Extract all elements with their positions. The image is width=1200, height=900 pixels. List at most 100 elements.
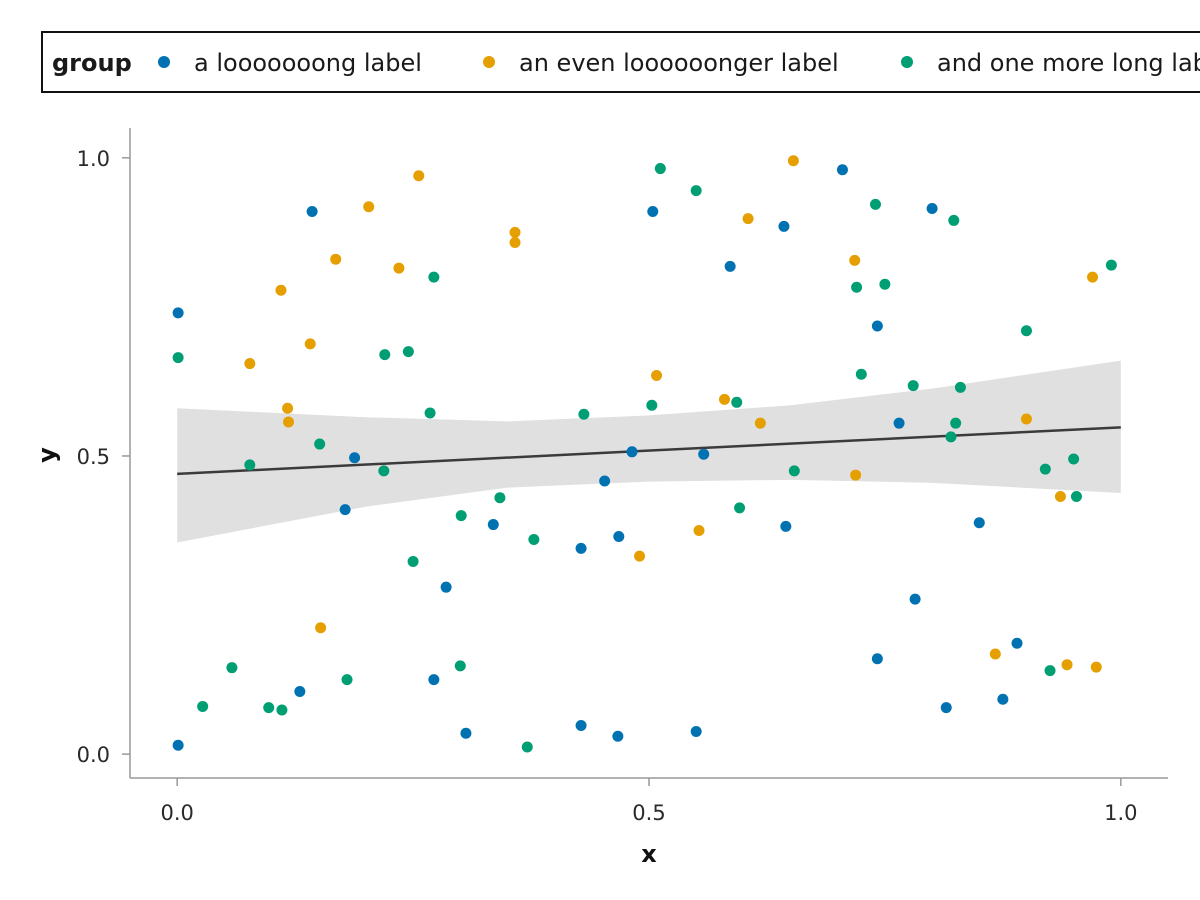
data-point [690, 185, 702, 197]
data-point [851, 281, 863, 293]
data-point [304, 338, 316, 350]
data-point [521, 741, 533, 753]
data-point [647, 205, 659, 217]
data-point [734, 502, 746, 514]
data-point [197, 700, 209, 712]
data-point [948, 214, 960, 226]
data-point [634, 550, 646, 562]
data-point [850, 469, 862, 481]
series-3 [172, 163, 1117, 753]
data-point [393, 262, 405, 274]
data-point [1068, 453, 1080, 465]
data-point [698, 448, 710, 460]
data-point [731, 396, 743, 408]
y-tick-label: 0.5 [77, 445, 110, 469]
data-point [1044, 665, 1056, 677]
data-point [349, 452, 361, 464]
data-point [973, 517, 985, 529]
data-point [907, 380, 919, 392]
data-point [718, 393, 730, 405]
data-point [424, 407, 436, 419]
data-point [613, 530, 625, 542]
data-point [244, 459, 256, 471]
data-point [654, 163, 666, 175]
data-point [690, 725, 702, 737]
data-point [1039, 463, 1051, 475]
data-point [455, 510, 467, 522]
data-point [1105, 259, 1117, 271]
data-point [226, 662, 238, 674]
data-point [575, 720, 587, 732]
data-point [651, 369, 663, 381]
x-tick-label: 0.0 [160, 801, 193, 825]
data-point [626, 446, 638, 458]
legend: group a looooooong label an even loooooon… [41, 31, 1200, 93]
data-point [1087, 271, 1099, 283]
data-point [428, 674, 440, 686]
legend-box [41, 31, 1200, 93]
data-point [283, 416, 295, 428]
y-tick-label: 0.0 [77, 743, 110, 767]
data-point [646, 399, 658, 411]
data-point [172, 352, 184, 364]
data-point [306, 205, 318, 217]
data-point [276, 704, 288, 716]
data-point [172, 739, 184, 751]
data-point [1061, 659, 1073, 671]
y-tick-label: 1.0 [77, 147, 110, 171]
data-point [454, 660, 466, 672]
data-point [1020, 325, 1032, 337]
data-point [855, 368, 867, 380]
data-point [402, 346, 414, 358]
data-point [778, 220, 790, 232]
data-point [1020, 413, 1032, 425]
data-point [754, 417, 766, 429]
data-point [1011, 637, 1023, 649]
data-point [940, 702, 952, 714]
data-point [575, 542, 587, 554]
data-point [849, 254, 861, 266]
data-point [509, 236, 521, 248]
data-point [871, 653, 883, 665]
x-tick-label: 1.0 [1104, 801, 1137, 825]
data-point [407, 556, 419, 568]
data-point [724, 260, 736, 272]
data-point [954, 381, 966, 393]
data-point [263, 702, 275, 714]
data-point [780, 520, 792, 532]
data-point [244, 358, 256, 370]
data-point [379, 349, 391, 361]
data-point [460, 727, 472, 739]
data-point [997, 693, 1009, 705]
data-point [693, 525, 705, 537]
data-point [578, 408, 590, 420]
data-point [836, 164, 848, 176]
data-point [599, 475, 611, 487]
data-point [339, 504, 351, 516]
data-point [1090, 661, 1102, 673]
legend-entry-label: and one more long label [937, 49, 1200, 77]
data-point [294, 686, 306, 698]
data-point [314, 438, 326, 450]
data-point [487, 519, 499, 531]
legend-entry-label: a looooooong label [194, 49, 422, 77]
data-point [528, 533, 540, 545]
data-point [869, 198, 881, 210]
data-point [989, 648, 1001, 660]
x-axis-label: x [641, 840, 657, 868]
data-point [440, 581, 452, 593]
data-point [413, 170, 425, 182]
data-point [909, 593, 921, 605]
legend-marker [158, 56, 170, 68]
data-point [172, 307, 184, 319]
data-point [275, 284, 287, 296]
data-point [871, 320, 883, 332]
data-point [494, 492, 506, 504]
data-point [926, 203, 938, 215]
legend-marker [483, 56, 495, 68]
data-point [893, 417, 905, 429]
data-point [742, 213, 754, 225]
data-point [879, 278, 891, 290]
y-axis-label: y [33, 447, 61, 463]
